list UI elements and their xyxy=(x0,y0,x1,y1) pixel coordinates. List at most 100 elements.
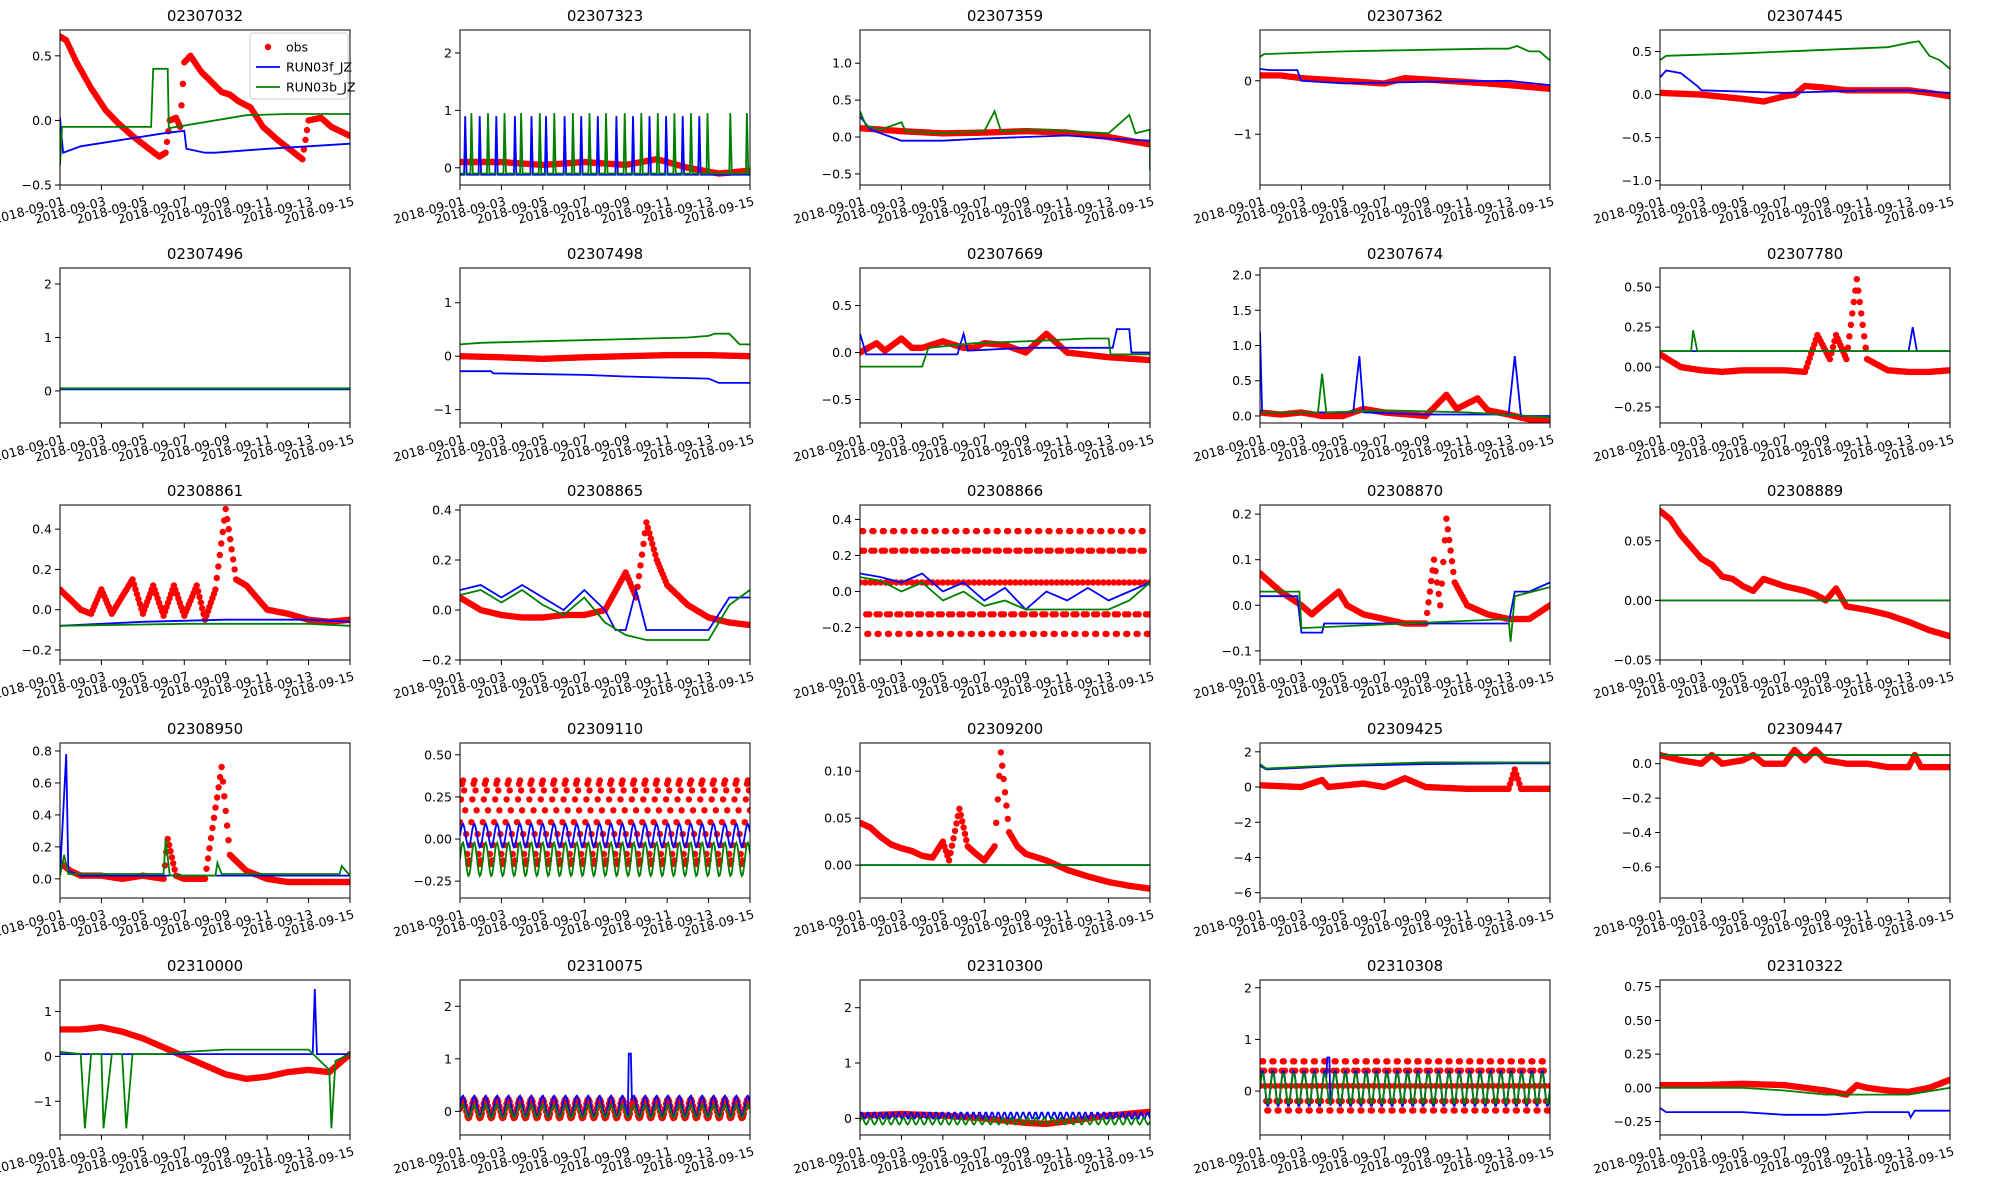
subplot-title: 02310000 xyxy=(167,957,243,975)
subplot-title: 02308870 xyxy=(1367,482,1443,500)
run03b-line xyxy=(1260,761,1550,770)
obs-point xyxy=(1826,355,1834,363)
obs-series xyxy=(60,1023,350,1083)
axes-frame xyxy=(1659,504,1951,661)
obs-point xyxy=(604,819,612,826)
obs-point xyxy=(865,630,872,638)
obs-point xyxy=(746,353,750,360)
subplot-02308865: 02308865−0.20.00.20.42018-09-012018-09-0… xyxy=(392,482,756,702)
plot-area xyxy=(60,387,350,391)
obs-point xyxy=(638,551,646,558)
obs-point xyxy=(661,819,669,826)
axes-frame xyxy=(1259,504,1551,661)
obs-point xyxy=(974,547,982,554)
obs-point xyxy=(938,611,945,618)
y-tick-label: 1 xyxy=(444,103,452,118)
obs-point xyxy=(719,796,727,803)
plot-area xyxy=(860,527,1150,638)
obs-point xyxy=(1438,580,1446,587)
run03b-line xyxy=(1260,45,1550,62)
obs-point xyxy=(1011,611,1018,618)
obs-point xyxy=(734,787,741,794)
y-tick-label: 2 xyxy=(44,277,52,292)
obs-point xyxy=(1025,527,1033,535)
obs-point xyxy=(218,540,225,547)
obs-point xyxy=(676,777,683,784)
legend-label: RUN03f_JZ xyxy=(286,60,352,75)
obs-point xyxy=(990,611,997,618)
obs-point xyxy=(1098,527,1105,535)
obs-point xyxy=(951,827,959,835)
obs-point xyxy=(179,80,187,88)
obs-point xyxy=(537,796,544,803)
obs-point xyxy=(199,605,206,612)
obs-point xyxy=(1077,527,1084,535)
obs-series xyxy=(1260,766,1550,792)
subplot-title: 02307496 xyxy=(167,245,243,263)
obs-point xyxy=(213,574,220,582)
obs-point xyxy=(995,547,1002,554)
obs-point xyxy=(219,528,226,536)
obs-point xyxy=(1511,766,1519,773)
obs-point xyxy=(299,156,306,163)
obs-point xyxy=(1136,579,1143,586)
obs-point xyxy=(1110,579,1118,586)
axes-frame xyxy=(459,29,751,186)
obs-point xyxy=(507,807,514,814)
subplot-02308866: 02308866−0.20.00.20.42018-09-012018-09-0… xyxy=(792,482,1156,702)
obs-point xyxy=(880,527,887,535)
obs-point xyxy=(641,530,649,537)
obs-point xyxy=(1047,547,1054,554)
obs-point xyxy=(1058,579,1066,586)
obs-point xyxy=(963,836,970,844)
obs-series xyxy=(60,505,350,625)
obs-point xyxy=(1139,527,1147,535)
obs-point xyxy=(711,787,718,794)
y-tick-label: 0.05 xyxy=(824,811,852,826)
obs-point xyxy=(616,819,623,826)
obs-point xyxy=(934,579,941,586)
obs-point xyxy=(677,787,684,794)
obs-point xyxy=(483,787,491,794)
y-tick-label: −0.5 xyxy=(822,166,852,181)
obs-point xyxy=(634,583,641,590)
obs-point xyxy=(517,787,525,794)
subplot-02308870: 02308870−0.10.00.10.22018-09-012018-09-0… xyxy=(1192,482,1556,702)
obs-point xyxy=(167,847,174,855)
obs-point xyxy=(1082,630,1090,638)
obs-point xyxy=(1856,298,1863,306)
axes-frame xyxy=(859,742,1151,899)
obs-point xyxy=(688,787,696,794)
y-tick-label: 0.0 xyxy=(1632,87,1652,102)
obs-point xyxy=(907,611,914,618)
obs-point xyxy=(573,777,581,784)
obs-point xyxy=(1946,633,1950,640)
obs-point xyxy=(219,778,227,785)
run03f-line xyxy=(860,572,1150,611)
plot-area xyxy=(1260,515,1550,642)
obs-point xyxy=(1946,763,1950,771)
obs-point xyxy=(1042,611,1049,618)
subplot-02307032: 02307032−0.50.00.52018-09-012018-09-0320… xyxy=(0,7,356,227)
obs-point xyxy=(563,787,570,794)
obs-point xyxy=(196,593,203,601)
obs-point xyxy=(1041,630,1048,638)
axes-frame xyxy=(859,29,1151,186)
subplot-title: 02307359 xyxy=(967,7,1043,25)
obs-point xyxy=(999,762,1006,769)
y-tick-label: −0.5 xyxy=(822,392,852,407)
obs-point xyxy=(986,579,993,586)
obs-point xyxy=(1099,547,1106,554)
obs-point xyxy=(587,807,594,814)
obs-point xyxy=(1423,609,1431,617)
obs-point xyxy=(1005,547,1013,554)
obs-point xyxy=(135,595,142,603)
obs-point xyxy=(746,807,750,814)
obs-point xyxy=(954,547,961,554)
run03f-line xyxy=(460,116,750,176)
obs-point xyxy=(953,820,960,827)
obs-point xyxy=(1130,547,1137,554)
obs-point xyxy=(1124,630,1131,638)
obs-series xyxy=(1660,276,1950,376)
